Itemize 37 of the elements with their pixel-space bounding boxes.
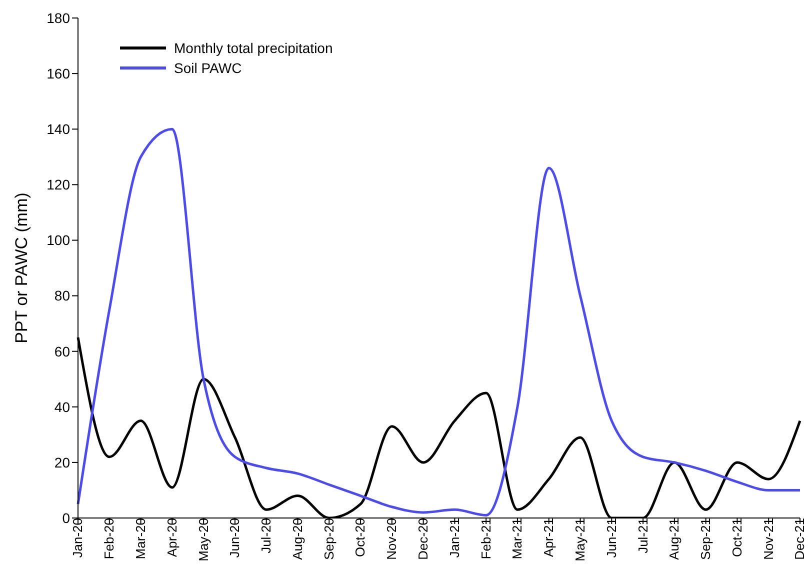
legend-label: Monthly total precipitation [174,40,333,56]
y-tick-label: 120 [46,176,70,193]
x-tick-label: Mar-20 [133,518,148,560]
x-tick-label: May-20 [196,518,211,562]
y-tick-label: 20 [54,454,70,470]
x-tick-label: Aug-20 [290,518,305,560]
y-tick-label: 160 [46,66,70,82]
x-tick-label: Apr-21 [541,518,556,558]
x-tick-label: Sep-20 [321,518,336,560]
legend-label: Soil PAWC [174,60,242,76]
y-tick-label: 180 [46,10,70,26]
x-tick-label: Jan-20 [70,518,86,558]
x-tick-label: Feb-20 [102,518,117,560]
x-tick-label: Nov-21 [760,518,776,560]
y-tick-label: 0 [62,510,70,526]
x-tick-label: May-21 [572,518,588,562]
x-tick-label: Dec-20 [416,518,431,560]
y-tick-label: 100 [46,232,70,248]
x-tick-label: Feb-21 [478,518,494,560]
x-tick-label: Jun-20 [227,518,242,558]
y-tick-label: 40 [54,398,70,415]
y-tick-label: 60 [54,343,70,360]
y-tick-label: 80 [54,288,70,304]
x-tick-label: Dec-21 [792,518,808,560]
x-tick-label: Oct-20 [352,518,368,558]
y-axis-title: PPT or PAWC (mm) [12,192,32,344]
x-tick-label: Sep-21 [698,518,714,560]
x-tick-label: Jan-21 [446,518,462,558]
y-tick-label: 140 [46,121,70,138]
x-tick-label: Apr-20 [164,518,180,558]
x-tick-label: Nov-20 [384,518,400,560]
x-tick-label: Jul-20 [258,518,274,554]
x-tick-label: Oct-21 [729,518,744,558]
x-tick-label: Jun-21 [604,518,619,558]
x-tick-label: Jul-21 [635,518,650,554]
x-tick-label: Aug-21 [666,518,682,560]
x-tick-label: Mar-21 [510,518,525,560]
